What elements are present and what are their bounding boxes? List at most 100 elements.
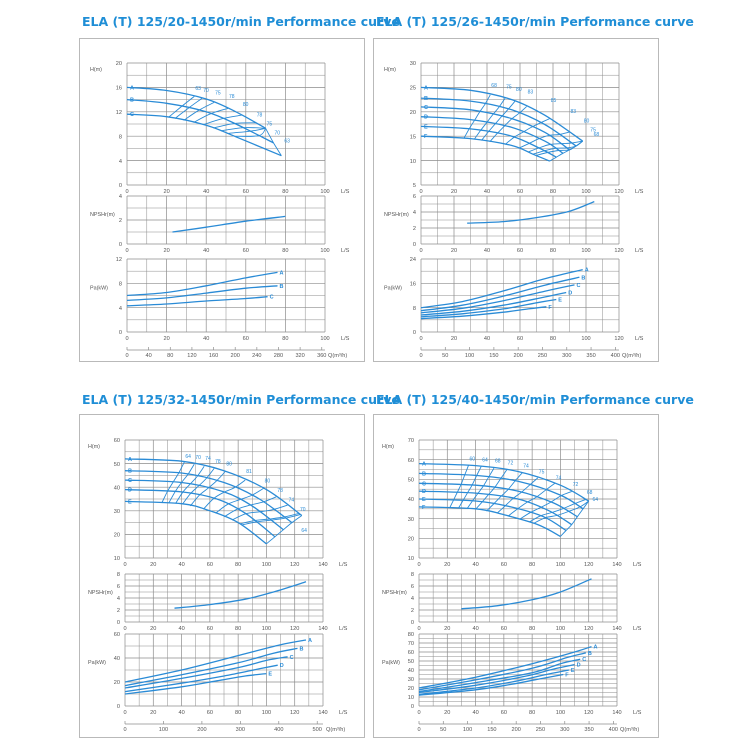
head-curve-a	[420, 86, 584, 142]
y-tick-label: 0	[117, 704, 120, 710]
y-tick-label: 20	[116, 61, 122, 67]
efficiency-label: 75	[506, 84, 512, 90]
y-tick-label: 2	[119, 218, 122, 224]
efficiency-contour	[239, 512, 300, 525]
efficiency-label: 72	[573, 482, 579, 488]
q-tick-label: 0	[123, 727, 126, 733]
y-tick-label: 4	[119, 306, 122, 312]
q-tick-label: 100	[159, 727, 168, 733]
x-tick-label: 80	[235, 710, 241, 716]
x-tick-label: 120	[584, 562, 593, 568]
q-unit-label: Q(m³/h)	[622, 353, 641, 359]
y-axis-label: Pa(kW)	[88, 660, 106, 666]
head-curve-label: D	[424, 115, 428, 121]
efficiency-label: 64	[301, 528, 307, 534]
efficiency-contour	[241, 514, 301, 526]
x-unit-label: L/S	[635, 336, 644, 342]
x-tick-label: 100	[320, 248, 329, 254]
y-tick-label: 60	[114, 632, 120, 638]
efficiency-label: 85	[551, 98, 557, 104]
y-tick-label: 8	[413, 306, 416, 312]
y-tick-label: 16	[116, 86, 122, 92]
power-curve-label: B	[300, 646, 304, 652]
y-tick-label: 4	[413, 210, 416, 216]
y-tick-label: 4	[119, 194, 122, 200]
efficiency-contour	[504, 118, 550, 145]
x-tick-label: 0	[125, 248, 128, 254]
x-unit-label: L/S	[633, 626, 642, 632]
efficiency-contour	[161, 461, 185, 504]
y-tick-label: 12	[116, 110, 122, 116]
efficiency-contour	[168, 463, 195, 504]
x-tick-label: 80	[550, 189, 556, 195]
x-unit-label: L/S	[339, 626, 348, 632]
x-unit-label: L/S	[339, 710, 348, 716]
head-curve-b	[124, 470, 293, 524]
x-tick-label: 120	[584, 710, 593, 716]
efficiency-label: 75	[539, 469, 545, 475]
x-tick-label: 60	[243, 336, 249, 342]
q-tick-label: 250	[536, 727, 545, 733]
power-curve-e	[124, 672, 267, 695]
x-tick-label: 100	[262, 626, 271, 632]
q-tick-label: 120	[187, 353, 196, 359]
x-tick-label: 80	[235, 562, 241, 568]
y-tick-label: 2	[117, 608, 120, 614]
x-tick-label: 80	[529, 626, 535, 632]
x-tick-label: 140	[612, 562, 621, 568]
efficiency-label: 83	[528, 90, 534, 96]
q-tick-label: 280	[274, 353, 283, 359]
x-unit-label: L/S	[341, 336, 350, 342]
x-tick-label: 0	[123, 710, 126, 716]
efficiency-contour	[183, 102, 215, 121]
y-tick-label: 50	[408, 659, 414, 665]
q-axis: 0 50 100 150 200 250 300 350 400 Q(m³/h)	[419, 347, 641, 359]
x-tick-label: 20	[150, 562, 156, 568]
x-unit-label: L/S	[341, 189, 350, 195]
x-tick-label: 100	[262, 710, 271, 716]
head-curve-label: C	[128, 478, 132, 484]
y-tick-label: 8	[119, 134, 122, 140]
y-tick-label: 4	[117, 596, 120, 602]
x-tick-label: 40	[203, 336, 209, 342]
y-tick-label: 4	[119, 159, 122, 165]
head-curve-label: E	[424, 124, 428, 130]
y-tick-label: 8	[411, 572, 414, 578]
power-curve-label: B	[588, 651, 592, 657]
power-curve-label: C	[582, 657, 586, 663]
power-curve-d	[420, 291, 567, 316]
efficiency-label: 80	[584, 119, 590, 125]
y-tick-label: 4	[411, 596, 414, 602]
power-curve-label: C	[576, 283, 580, 289]
x-tick-label: 80	[550, 336, 556, 342]
x-tick-label: 40	[484, 189, 490, 195]
efficiency-label: 70	[275, 131, 281, 137]
q-unit-label: Q(m³/h)	[620, 727, 639, 733]
efficiency-contour	[220, 127, 266, 132]
efficiency-label: 64	[482, 458, 488, 464]
q-tick-label: 200	[512, 727, 521, 733]
x-tick-label: 120	[614, 336, 623, 342]
efficiency-contour	[458, 466, 482, 509]
power-chart: 0 10 20 30 40 50 60 70 80 0 20 40 60 80 100 120 140 L/S Pa…	[382, 632, 642, 716]
panel-3-frame	[79, 414, 365, 738]
x-tick-label: 20	[163, 336, 169, 342]
x-tick-label: 60	[243, 189, 249, 195]
x-tick-label: 60	[517, 248, 523, 254]
head-curve-a	[418, 462, 590, 502]
x-tick-label: 60	[501, 710, 507, 716]
power-curve-label: B	[581, 275, 585, 281]
x-tick-label: 40	[203, 189, 209, 195]
power-curve-label: A	[308, 638, 312, 644]
power-curve-b	[418, 652, 587, 691]
q-tick-label: 250	[538, 353, 547, 359]
y-tick-label: 60	[114, 438, 120, 444]
y-tick-label: 70	[408, 641, 414, 647]
y-axis-label: Pa(kW)	[90, 286, 108, 292]
